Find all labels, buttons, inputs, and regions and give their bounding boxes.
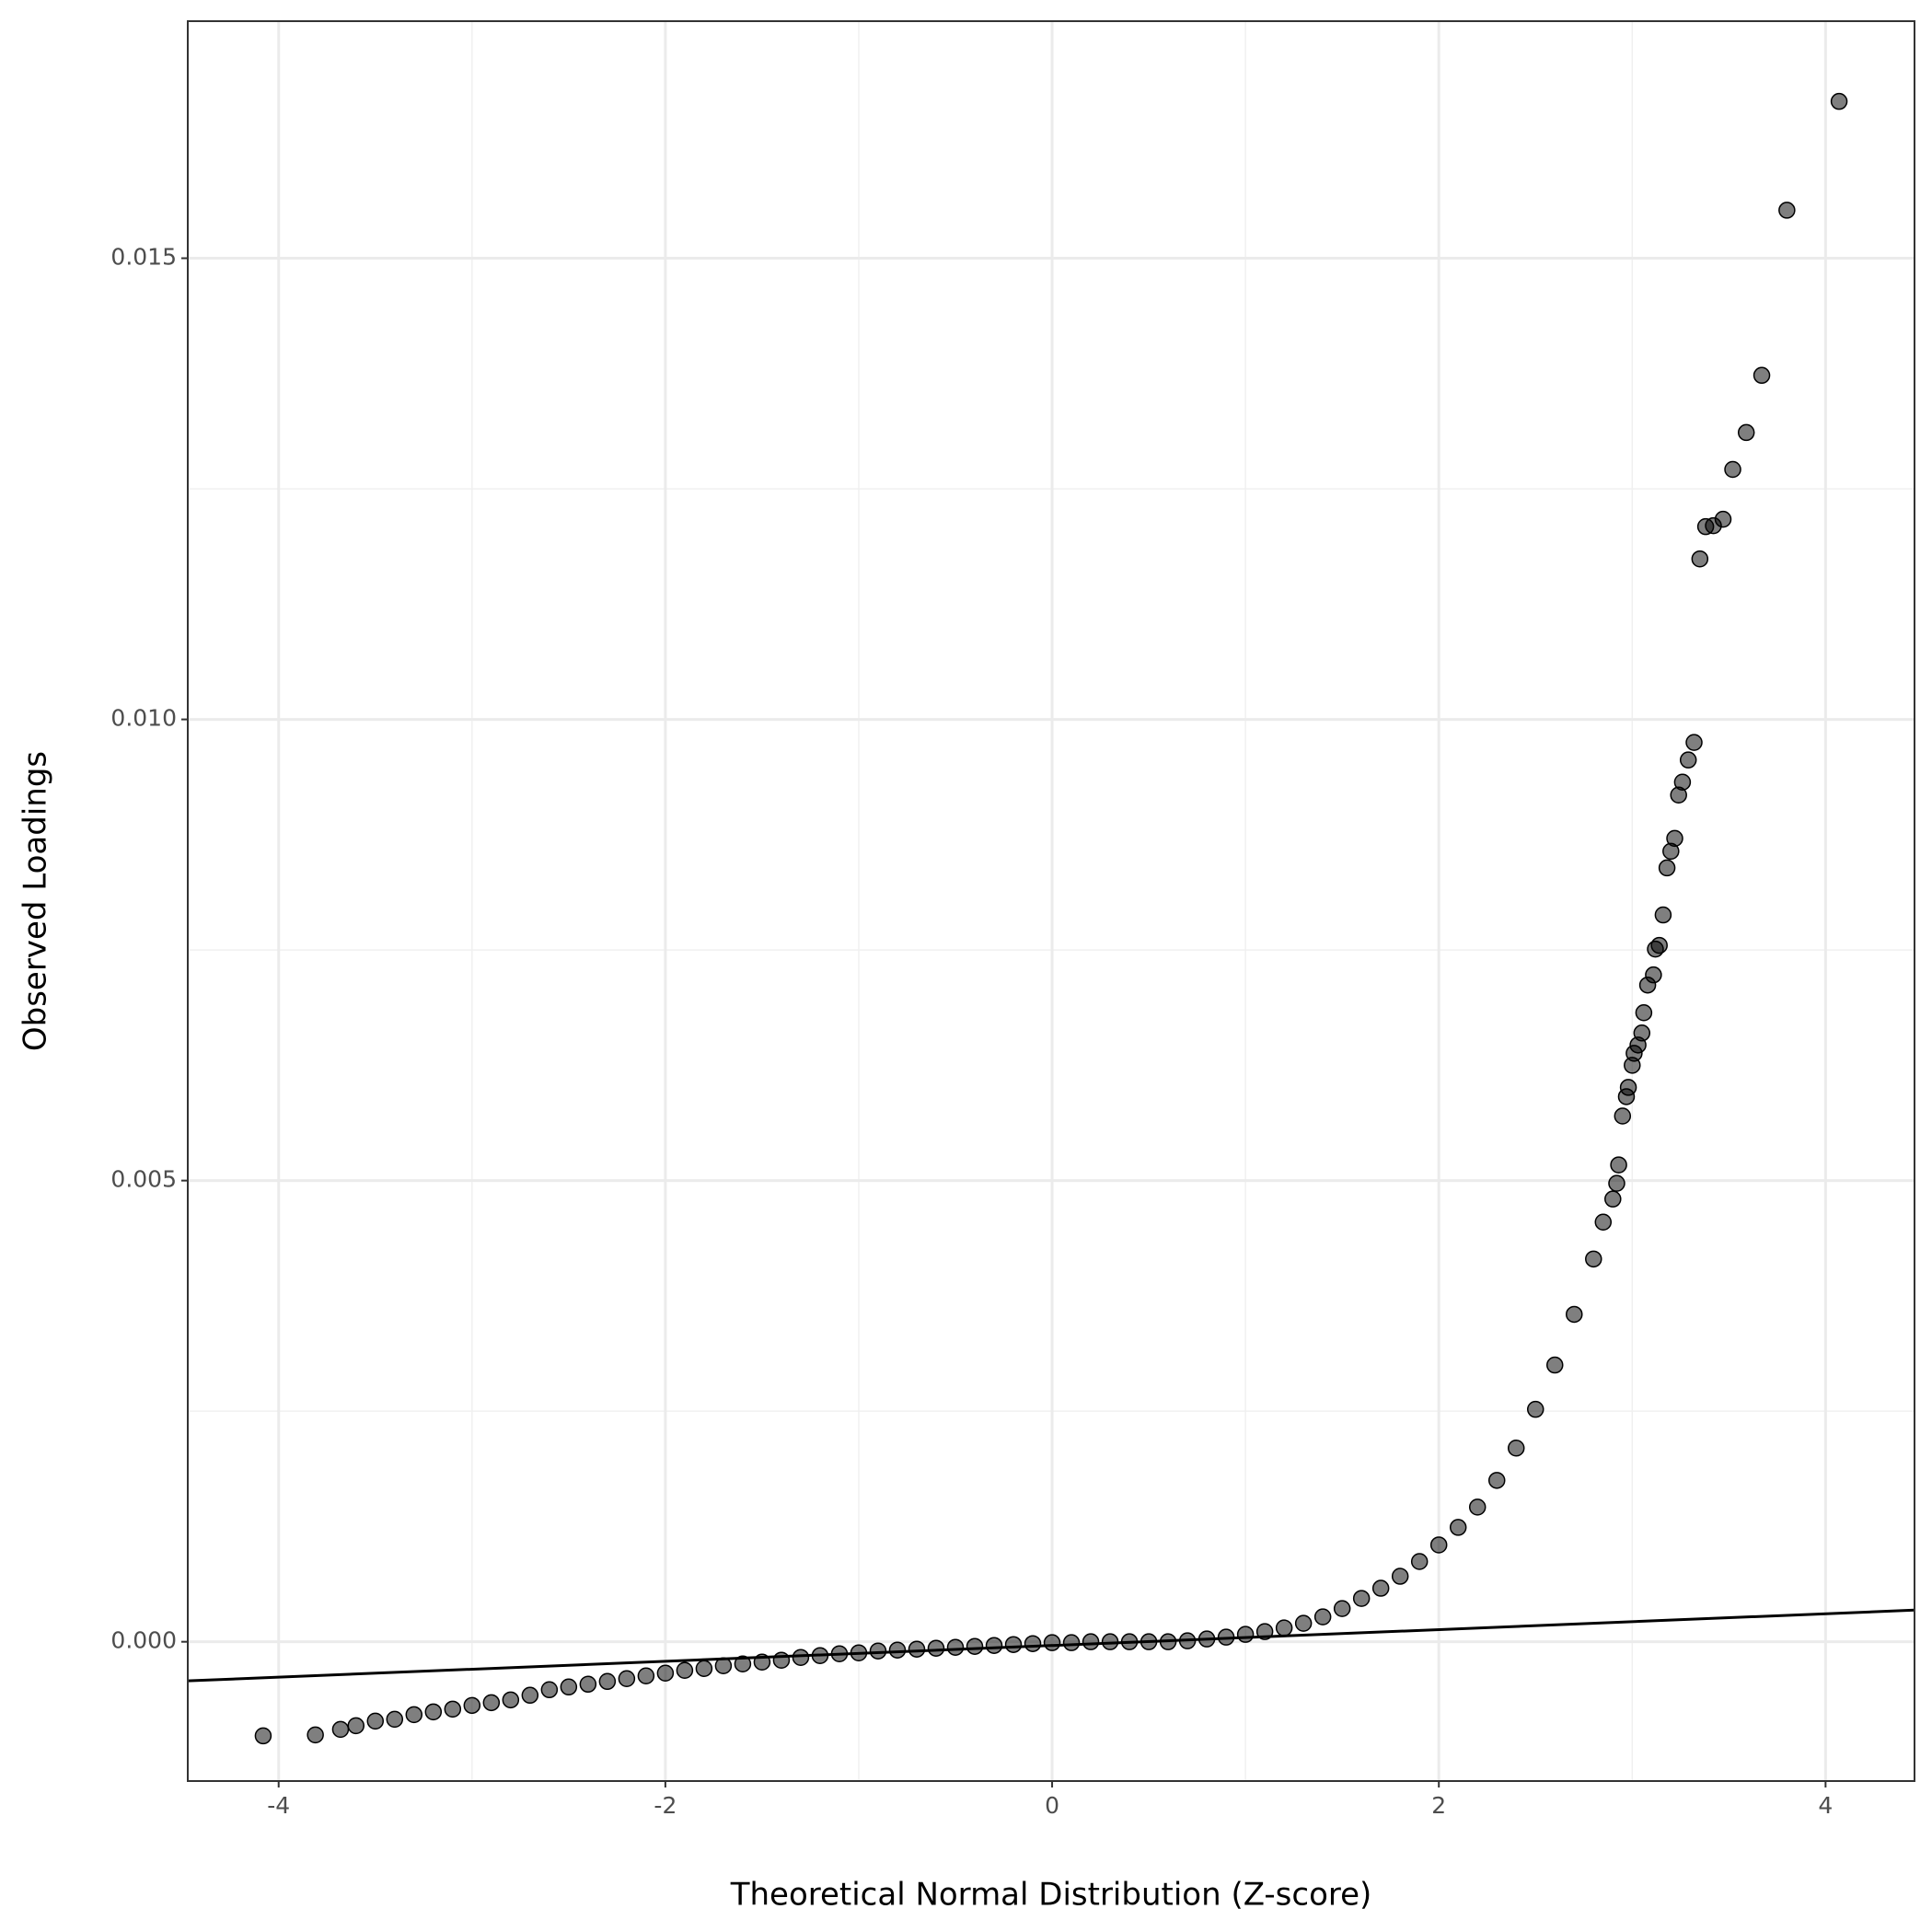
point bbox=[792, 1649, 810, 1666]
x-tick-label: -4 bbox=[267, 1792, 290, 1819]
y-tick-label: 0.005 bbox=[110, 1166, 177, 1193]
point bbox=[1608, 1174, 1625, 1192]
point bbox=[331, 1720, 350, 1739]
point bbox=[1714, 510, 1732, 528]
point bbox=[1666, 829, 1683, 848]
x-tick-label: 4 bbox=[1818, 1792, 1833, 1819]
point bbox=[1546, 1356, 1564, 1374]
point bbox=[1635, 1004, 1653, 1022]
point bbox=[1650, 936, 1668, 954]
reference-line bbox=[188, 1608, 1915, 1683]
point bbox=[444, 1700, 462, 1718]
point bbox=[1658, 859, 1676, 877]
point bbox=[1004, 1636, 1023, 1653]
point bbox=[1024, 1635, 1042, 1652]
point bbox=[618, 1670, 636, 1688]
point bbox=[1487, 1472, 1506, 1489]
point bbox=[1468, 1498, 1487, 1516]
point bbox=[482, 1694, 501, 1712]
point bbox=[1604, 1190, 1622, 1208]
point bbox=[502, 1691, 520, 1709]
point bbox=[927, 1639, 945, 1657]
x-tick-label: 0 bbox=[1045, 1792, 1059, 1819]
point bbox=[1724, 460, 1741, 479]
y-tick-label: 0.015 bbox=[110, 244, 177, 271]
point bbox=[656, 1664, 675, 1683]
x-axis-title: Theoretical Normal Distribution (Z-score… bbox=[730, 1877, 1372, 1914]
point bbox=[1410, 1553, 1429, 1570]
point bbox=[1507, 1439, 1525, 1457]
point bbox=[1429, 1536, 1448, 1554]
point bbox=[560, 1678, 578, 1696]
point bbox=[1333, 1600, 1351, 1617]
point bbox=[1753, 366, 1771, 385]
point bbox=[1610, 1156, 1627, 1174]
point bbox=[908, 1640, 926, 1658]
point bbox=[347, 1717, 365, 1735]
point bbox=[734, 1655, 752, 1672]
point bbox=[946, 1638, 965, 1656]
point bbox=[1082, 1633, 1100, 1650]
point bbox=[1371, 1579, 1390, 1597]
point bbox=[1737, 423, 1755, 442]
points bbox=[254, 92, 1848, 1745]
point bbox=[1391, 1568, 1409, 1585]
point bbox=[772, 1651, 791, 1669]
y-tick-label: 0.000 bbox=[110, 1627, 177, 1654]
point bbox=[1236, 1625, 1255, 1643]
point bbox=[1778, 202, 1796, 219]
x-tick-label: -2 bbox=[654, 1792, 677, 1819]
point bbox=[463, 1696, 481, 1715]
point bbox=[1673, 773, 1692, 791]
point bbox=[1619, 1079, 1637, 1096]
point bbox=[405, 1706, 423, 1724]
y-tick-label: 0.010 bbox=[110, 705, 177, 732]
point bbox=[966, 1637, 984, 1655]
x-tick-label: 2 bbox=[1431, 1792, 1446, 1819]
point bbox=[1275, 1619, 1293, 1637]
point bbox=[637, 1667, 655, 1685]
point bbox=[1633, 1024, 1651, 1042]
point bbox=[695, 1660, 713, 1677]
point bbox=[521, 1686, 539, 1705]
point bbox=[1566, 1305, 1583, 1324]
y-axis-title: Observed Loadings bbox=[17, 751, 54, 1051]
point bbox=[1679, 751, 1697, 769]
point bbox=[540, 1681, 559, 1699]
point bbox=[1614, 1107, 1632, 1125]
point bbox=[1830, 92, 1848, 110]
point bbox=[1645, 966, 1662, 984]
point bbox=[888, 1641, 907, 1659]
point bbox=[676, 1661, 694, 1679]
point bbox=[1685, 734, 1703, 751]
point bbox=[1691, 550, 1709, 568]
plot-frame bbox=[187, 20, 1915, 1782]
point bbox=[1294, 1614, 1313, 1632]
point bbox=[1594, 1213, 1613, 1231]
point bbox=[579, 1675, 597, 1694]
point bbox=[254, 1727, 272, 1745]
point bbox=[366, 1712, 385, 1730]
point bbox=[424, 1703, 443, 1721]
point bbox=[1654, 906, 1672, 924]
point bbox=[1062, 1634, 1081, 1651]
point bbox=[1313, 1608, 1332, 1625]
point bbox=[307, 1726, 324, 1744]
point bbox=[598, 1672, 617, 1691]
point bbox=[1526, 1400, 1544, 1418]
point bbox=[1352, 1590, 1371, 1607]
point bbox=[985, 1637, 1003, 1654]
point bbox=[1585, 1250, 1602, 1268]
point bbox=[1449, 1519, 1467, 1536]
point bbox=[386, 1710, 404, 1729]
point bbox=[1043, 1634, 1061, 1651]
